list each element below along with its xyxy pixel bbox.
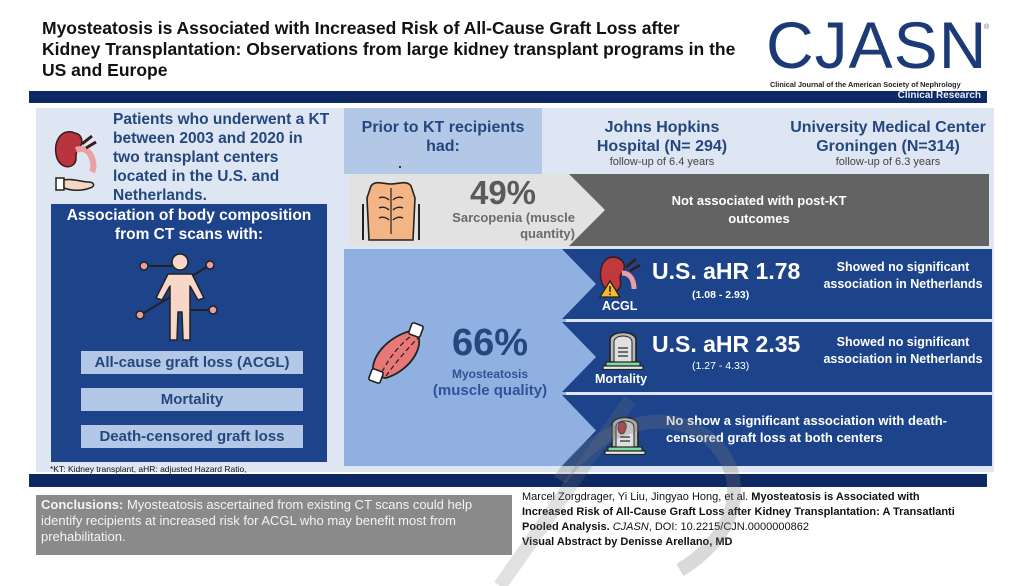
citation-title-1: Myosteatosis is Associated with [751,491,920,503]
citation-title-3: Pooled Analysis. [522,521,610,533]
acgl-caption: ACGL [602,299,638,313]
center-followup: follow-up of 6.3 years [835,156,941,168]
myosteatosis-label-line2: (muscle quality) [432,382,548,399]
arrow-notch [562,395,596,466]
prior-to-kt-box: Prior to KT recipients had: [344,108,542,174]
citation-line-1: Marcel Zorgdrager, Yi Liu, Jingyao Hong,… [522,490,1034,505]
sarcopenia-result-arrow [569,174,989,246]
kidney-in-hand-icon [54,131,97,191]
mortality-caption: Mortality [595,372,648,386]
association-box: Association of body composition from CT … [51,204,327,462]
patients-description: Patients who underwent a KT between 2003… [113,111,330,204]
human-body-icon [135,253,218,341]
association-title: Association of body composition from CT … [66,207,312,243]
dcgl-result: No show a significant association with d… [666,413,947,445]
category-label: Clinical Research [897,90,981,101]
acgl-ci: (1.08 - 2.93) [692,289,750,301]
conclusion-label: Conclusions: [41,497,124,512]
citation-credit: Visual Abstract by Denisse Arellano, MD [522,536,733,548]
result-row-dcgl: No show a significant association with d… [562,395,992,466]
kidney-tombstone-icon [604,416,646,455]
result-row-mortality: Mortality U.S. aHR 2.35 (1.27 - 4.33) Sh… [562,322,992,392]
center-followup: follow-up of 6.4 years [609,156,715,168]
logo-wordmark: CJASN [766,8,988,82]
registered-mark: ® [984,24,990,31]
center-jhh: Johns Hopkins Hospital (N= 294) follow-u… [576,118,748,168]
sarcopenia-row: 49% Sarcopenia (muscle quantity) Not ass… [349,174,989,246]
citation-authors: Marcel Zorgdrager, Yi Liu, Jingyao Hong,… [522,491,752,503]
citation-line-2: Increased Risk of All-Cause Graft Loss a… [522,505,1034,520]
footnote: *KT: Kidney transplant, aHR: adjusted Ha… [50,464,247,474]
ribcage-torso-icon [362,181,420,241]
muscle-icon [368,322,424,384]
sarcopenia-label: Sarcopenia (muscle quantity) [452,210,575,241]
outcome-acgl: All-cause graft loss (ACGL) [81,351,303,374]
prior-heading: Prior to KT recipients had: [361,119,525,155]
result-row-acgl: ACGL U.S. aHR 1.78 (1.08 - 2.93) Showed … [562,249,992,319]
center-umcg: University Medical Center Groningen (N=3… [778,118,998,168]
citation-title-2: Increased Risk of All-Cause Graft Loss a… [522,506,955,518]
citation-journal: CJASN [612,521,649,533]
center-name: Johns Hopkins Hospital (N= 294) [596,119,728,155]
sarcopenia-result: Not associated with post-KT outcomes [671,193,847,226]
myosteatosis-percent: 66% [451,322,529,364]
center-name: University Medical Center Groningen (N=3… [790,119,986,155]
conclusion-text: Myosteatosis ascertained from existing C… [41,497,473,544]
myosteatosis-label-line1: Myosteatosis [451,367,529,381]
conclusion-box: Conclusions: Myosteatosis ascertained fr… [36,495,512,555]
sarcopenia-percent: 49% [469,174,537,211]
abstract-title: Myosteatosis is Associated with Increase… [42,18,736,80]
cjasn-logo: CJASN ® Clinical Journal of the American… [766,8,990,89]
acgl-ahr: U.S. aHR 1.78 [652,258,801,284]
mortality-netherlands-result: Showed no significant association in Net… [823,335,983,366]
logo-subtitle: Clinical Journal of the American Society… [770,80,961,89]
citation-line-4: Visual Abstract by Denisse Arellano, MD [522,535,1034,550]
stray-dot [399,166,401,168]
citation: Marcel Zorgdrager, Yi Liu, Jingyao Hong,… [522,490,1034,550]
mortality-ahr: U.S. aHR 2.35 [652,331,801,357]
mortality-ci: (1.27 - 4.33) [692,360,750,372]
citation-line-3: Pooled Analysis. CJASN, DOI: 10.2215/CJN… [522,520,1034,535]
acgl-netherlands-result: Showed no significant association in Net… [823,260,983,291]
bottom-banner [29,474,987,487]
arrow-notch [562,249,596,319]
outcome-mortality: Mortality [81,388,303,411]
tombstone-icon [602,331,644,370]
outcome-dcgl: Death-censored graft loss [81,425,303,448]
myosteatosis-label: Myosteatosis (muscle quality) [415,366,565,400]
top-banner: Clinical Research [29,90,987,103]
arrow-notch [562,322,596,392]
kidney-warning-icon [598,256,641,298]
citation-doi: , DOI: 10.2215/CJN.0000000862 [648,521,809,533]
